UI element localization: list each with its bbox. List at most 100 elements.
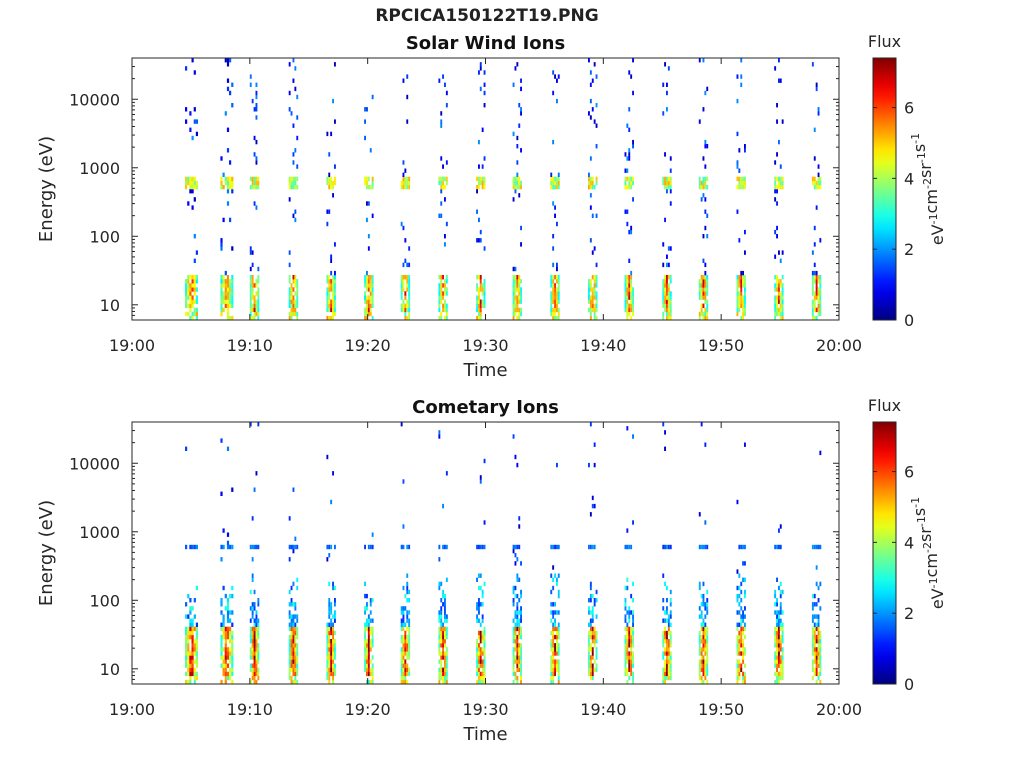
spectrogram-cell: [736, 569, 739, 574]
spectrogram-cell: [440, 213, 443, 218]
spectrogram-cell: [442, 184, 444, 190]
spectrogram-cell: [736, 74, 739, 79]
spectrogram-cell: [624, 614, 627, 619]
spectrogram-cell: [781, 119, 784, 124]
spectrogram-cell: [296, 115, 299, 120]
spectrogram-cell: [290, 679, 293, 685]
spectrogram-cell: [632, 307, 634, 313]
spectrogram-cell: [702, 193, 705, 198]
spectrogram-cell: [813, 156, 816, 161]
spectrogram-cell: [189, 679, 192, 685]
spectrogram-cell: [815, 270, 818, 276]
spectrogram-cell: [554, 213, 556, 218]
spectrogram-cell: [779, 315, 782, 321]
spectrogram-cell: [518, 651, 521, 656]
spectrogram-cell: [408, 287, 411, 292]
spectrogram-cell: [224, 606, 227, 611]
spectrogram-cell: [224, 671, 227, 677]
spectrogram-cell: [226, 663, 230, 668]
spectrogram-cell: [702, 581, 705, 587]
spectrogram-cell: [591, 630, 594, 636]
spectrogram-cell: [195, 315, 198, 321]
spectrogram-cell: [664, 671, 666, 677]
spectrogram-cell: [408, 176, 411, 182]
spectrogram-cell: [666, 659, 668, 664]
spectrogram-cell: [738, 630, 741, 636]
spectrogram-cell: [185, 287, 188, 292]
spectrogram-cell: [595, 598, 598, 603]
spectrogram-cell: [589, 82, 592, 87]
spectrogram-cell: [776, 610, 778, 615]
spectrogram-cell: [811, 311, 814, 317]
spectrogram-cell: [781, 250, 784, 255]
spectrogram-cell: [364, 606, 366, 611]
spectrogram-cell: [193, 184, 196, 190]
spectrogram-cell: [366, 295, 368, 300]
spectrogram-cell: [406, 634, 409, 640]
spectrogram-cell: [669, 246, 672, 251]
spectrogram-cell: [778, 299, 780, 304]
spectrogram-cell: [294, 655, 297, 660]
spectrogram-cell: [222, 667, 225, 672]
spectrogram-cell: [624, 299, 627, 304]
spectrogram-cell: [442, 295, 444, 300]
spectrogram-cell: [438, 430, 441, 435]
spectrogram-cell: [288, 651, 291, 656]
spectrogram-cell: [292, 307, 295, 313]
spectrogram-cell: [813, 667, 816, 672]
spectrogram-cell: [813, 184, 816, 190]
spectrogram-cell: [700, 180, 703, 186]
spectrogram-cell: [556, 307, 558, 313]
spectrogram-cell: [367, 303, 370, 308]
spectrogram-cell: [189, 111, 192, 116]
spectrogram-cell: [626, 671, 629, 677]
spectrogram-cell: [779, 639, 782, 644]
spectrogram-cell: [224, 299, 227, 304]
spectrogram-cell: [369, 630, 372, 636]
spectrogram-cell: [667, 626, 670, 632]
spectrogram-cell: [744, 144, 746, 149]
spectrogram-cell: [520, 626, 522, 632]
spectrogram-cell: [445, 287, 448, 292]
spectrogram-cell: [518, 307, 521, 313]
spectrogram-cell: [779, 164, 782, 169]
spectrogram-cell: [479, 655, 482, 660]
spectrogram-cell: [516, 659, 519, 664]
spectrogram-cell: [478, 667, 480, 672]
spectrogram-cell: [702, 634, 705, 640]
spectrogram-cell: [698, 630, 701, 636]
spectrogram-cell: [744, 442, 746, 447]
spectrogram-cell: [255, 639, 258, 644]
spectrogram-cell: [700, 651, 703, 656]
spectrogram-cell: [666, 279, 668, 284]
spectrogram-cell: [191, 279, 194, 284]
spectrogram-cell: [189, 180, 192, 186]
spectrogram-cell: [588, 287, 590, 292]
spectrogram-cell: [476, 577, 478, 582]
spectrogram-cell: [518, 193, 521, 198]
spectrogram-cell: [406, 679, 409, 685]
spectrogram-cell: [516, 135, 519, 141]
spectrogram-cell: [595, 213, 598, 218]
spectrogram-cell: [666, 630, 668, 636]
spectrogram-cell: [438, 643, 441, 648]
spectrogram-cell: [369, 679, 372, 685]
spectrogram-cell: [698, 671, 701, 677]
spectrogram-cell: [290, 659, 293, 664]
spectrogram-cell: [189, 626, 192, 632]
spectrogram-cell: [444, 655, 446, 660]
spectrogram-cell: [483, 70, 486, 75]
spectrogram-cell: [408, 295, 411, 300]
y-tick-label: 100: [89, 591, 120, 610]
spectrogram-cell: [185, 614, 188, 619]
spectrogram-cell: [817, 291, 820, 296]
spectrogram-cell: [326, 655, 329, 660]
spectrogram-cell: [296, 299, 299, 304]
spectrogram-cell: [367, 651, 370, 656]
spectrogram-cell: [328, 295, 331, 300]
spectrogram-cell: [552, 299, 555, 304]
spectrogram-cell: [220, 242, 223, 247]
spectrogram-cell: [224, 58, 227, 63]
spectrogram-cell: [476, 663, 478, 668]
spectrogram-cell: [189, 189, 192, 194]
